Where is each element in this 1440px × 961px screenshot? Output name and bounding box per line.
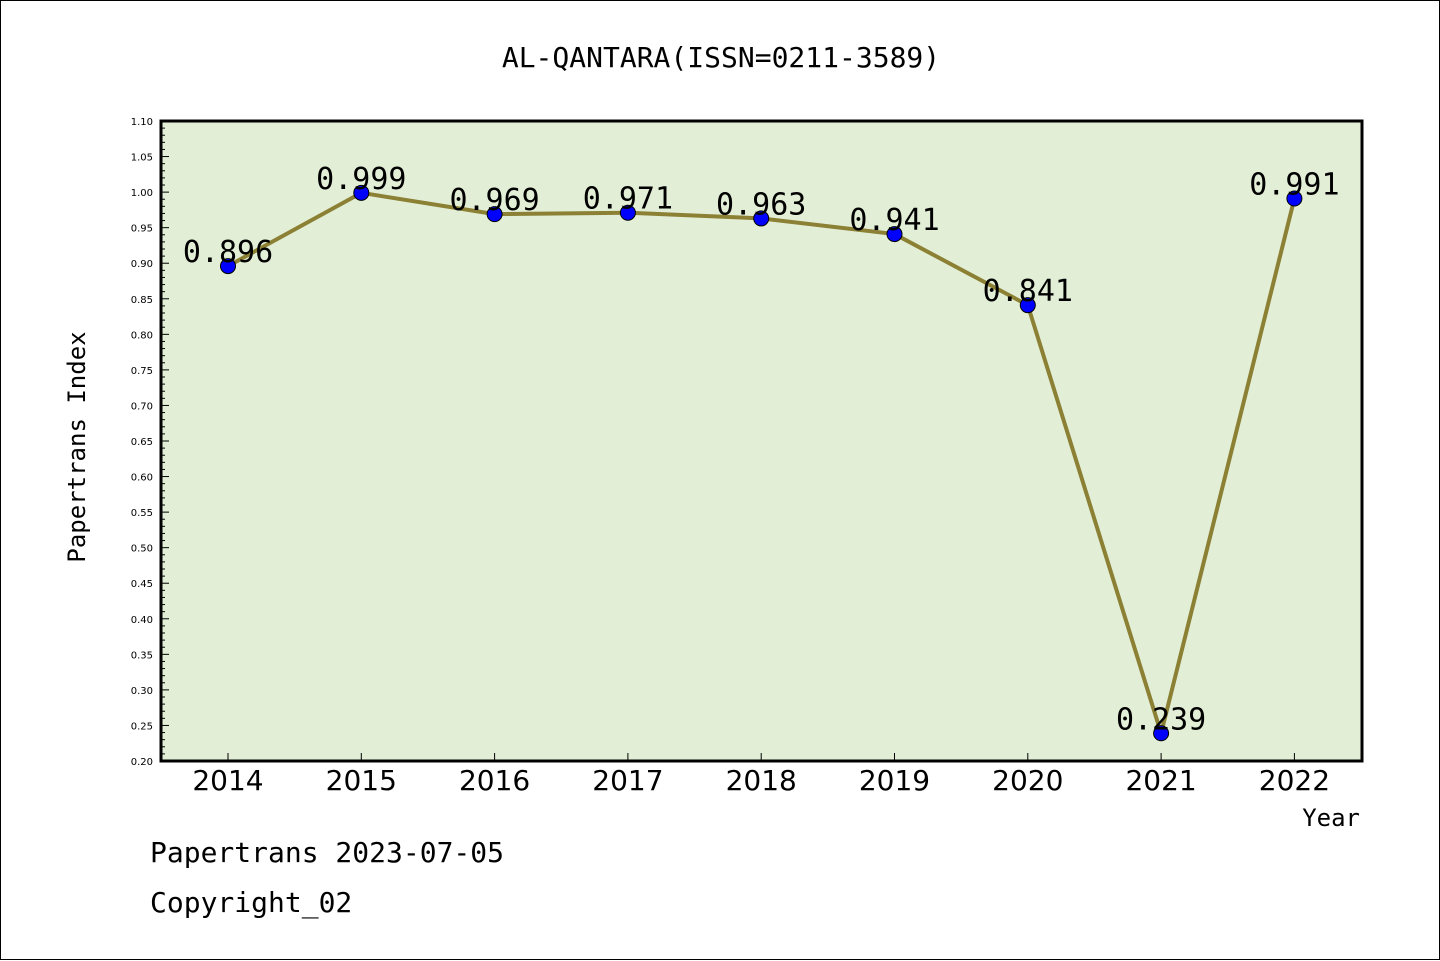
y-tick-label: 1.05 — [131, 153, 153, 164]
data-label: 0.941 — [849, 203, 939, 238]
data-point — [1019, 297, 1036, 314]
y-tick-label: 0.70 — [131, 401, 153, 412]
y-axis: 0.20 0.25 0.30 0.35 0.40 0.45 0.50 0.55 0.60 0.65… — [131, 117, 169, 768]
data-label: 0.971 — [583, 182, 673, 217]
chart-title: AL-QANTARA(ISSN=0211-3589) — [502, 41, 940, 74]
data-label: 0.991 — [1249, 168, 1339, 203]
series-group: 0.896 0.999 0.969 0.971 0.963 0.941 0.841 0.239… — [183, 162, 1340, 742]
y-tick-label: 1.00 — [131, 188, 153, 199]
y-tick-label: 0.25 — [131, 721, 153, 732]
y-tick-label: 0.20 — [131, 757, 153, 768]
x-tick-label: 2022 — [1259, 764, 1330, 797]
footer-date: Papertrans 2023-07-05 — [150, 836, 505, 869]
data-point — [1286, 190, 1303, 207]
y-tick-label: 0.30 — [131, 686, 153, 697]
data-label: 0.999 — [316, 162, 406, 197]
y-tick-label: 0.95 — [131, 224, 153, 235]
y-tick-label: 0.55 — [131, 508, 153, 519]
x-axis-label: Year — [1302, 804, 1360, 832]
footer-copyright: Copyright_02 — [150, 886, 353, 919]
y-tick-label: 0.65 — [131, 437, 153, 448]
plot-area — [159, 119, 1364, 763]
data-point — [753, 210, 770, 227]
x-tick-label: 2020 — [992, 764, 1063, 797]
x-tick-label: 2021 — [1125, 764, 1196, 797]
x-axis: 2014 2015 2016 2017 2018 2019 2020 2021 2022 — [192, 753, 1330, 797]
x-tick-label: 2014 — [192, 764, 263, 797]
y-tick-label: 0.90 — [131, 259, 153, 270]
data-label: 0.969 — [449, 183, 539, 218]
data-label: 0.896 — [183, 235, 273, 270]
x-tick-label: 2019 — [859, 764, 930, 797]
y-tick-label: 0.40 — [131, 615, 153, 626]
data-point — [220, 258, 236, 275]
y-tick-label: 1.10 — [131, 117, 153, 128]
data-label: 0.841 — [983, 274, 1073, 309]
x-tick-label: 2017 — [592, 764, 663, 797]
x-tick-label: 2018 — [726, 764, 797, 797]
y-tick-label: 0.50 — [131, 544, 153, 555]
data-label: 0.963 — [716, 187, 806, 222]
data-point — [886, 226, 903, 243]
y-tick-label: 0.60 — [131, 473, 153, 484]
y-axis-label: Papertrans Index — [63, 331, 91, 562]
data-point — [353, 184, 370, 201]
data-point — [486, 206, 503, 223]
x-tick-label: 2016 — [459, 764, 530, 797]
data-label: 0.239 — [1116, 702, 1206, 737]
data-point — [619, 204, 636, 221]
x-tick-label: 2015 — [326, 764, 397, 797]
data-point — [1153, 725, 1170, 742]
y-tick-label: 0.35 — [131, 650, 153, 661]
y-tick-label: 0.85 — [131, 295, 153, 306]
y-tick-label: 0.45 — [131, 579, 153, 590]
y-tick-label: 0.75 — [131, 366, 153, 377]
y-tick-label: 0.80 — [131, 330, 153, 341]
